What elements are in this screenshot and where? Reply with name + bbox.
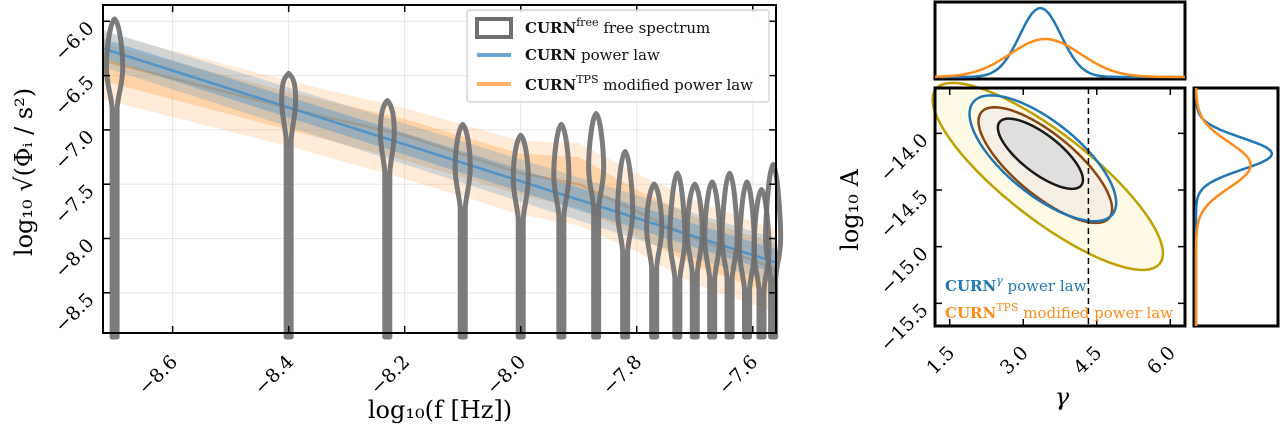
gamma-tick-label: 4.5 — [1069, 342, 1106, 379]
log10A-tick-label: −14.0 — [876, 129, 933, 186]
spectrum-legend: CURNfree free spectrum CURN power law CU… — [466, 9, 770, 103]
log10A-marginal-frame — [1192, 86, 1280, 328]
spectrum-panel: −8.6 −8.4 −8.2 −8.0 −7.8 −7.6 −6.0 −6.5 −7.0 −7.5… — [10, 4, 784, 424]
legend-box — [466, 9, 770, 103]
gamma-axis-label: γ — [1055, 383, 1070, 411]
x-tick-label: −8.6 — [134, 351, 182, 399]
legend-pl-rest: power law — [576, 46, 660, 64]
tps-log10A-marginal-curve — [1194, 87, 1252, 326]
gamma-tick-label: 1.5 — [922, 342, 959, 379]
free-spectrum-violin — [684, 181, 705, 340]
tps-inner-band — [103, 43, 776, 295]
legend-free-bold: CURN — [525, 19, 576, 37]
free-spectrum-violin — [644, 181, 665, 340]
free-spectrum-violin — [452, 121, 473, 340]
y-tick-label: −6.5 — [50, 72, 98, 120]
log10A-tick-label: −15.0 — [876, 243, 933, 300]
posterior-contours — [931, 81, 1165, 326]
pl-outer-band — [103, 29, 776, 285]
free-spectrum-violins — [103, 16, 784, 340]
x-tick-label: −8.0 — [482, 351, 530, 399]
legend-pl-label: CURN power law — [525, 46, 660, 64]
x-tick-label: −8.2 — [366, 351, 414, 399]
log10A-marginal — [1194, 87, 1274, 326]
free-spectrum-violin — [702, 179, 723, 340]
free-spectrum-violin — [279, 70, 299, 340]
free-spectrum-violin — [551, 121, 572, 340]
spectrum-frame — [102, 4, 777, 334]
spectrum-bands — [102, 29, 777, 313]
corner-legend-pl-rest: power law — [1003, 277, 1087, 295]
x-tick-label: −7.8 — [598, 351, 646, 399]
tps-gamma-marginal-curve — [934, 37, 1186, 79]
corner-legend-tps-sup: TPS — [996, 301, 1018, 314]
legend-free-sup: free — [576, 16, 598, 29]
x-tick-label: −7.6 — [714, 351, 762, 399]
corner-legend-tps-bold: CURN — [945, 304, 996, 322]
free-spectrum-violin — [586, 111, 607, 340]
gamma-tick-label: 6.0 — [1143, 342, 1180, 379]
y-tick-label: −8.0 — [50, 234, 98, 282]
free-spectrum-violin — [751, 187, 772, 340]
legend-tps-label: CURNTPS modified power law — [525, 73, 753, 94]
corner-plot: 1.5 3.0 4.5 6.0−14.0−14.5−15.0−15.5 CURNγ p… — [836, 0, 1280, 411]
legend-free-swatch — [475, 17, 513, 39]
corner-legend-tps-rest: modified power law — [1018, 304, 1173, 322]
free-spectrum-violin — [615, 149, 636, 340]
free-spectrum-violin — [763, 162, 784, 340]
legend-tps-bold: CURN — [525, 76, 576, 94]
legend-pl-bold: CURN — [525, 46, 576, 64]
legend-tps-rest: modified power law — [598, 76, 753, 94]
free-spectrum-violin — [719, 170, 740, 340]
y-tick-label: −8.5 — [50, 289, 98, 337]
spectrum-xlabel: log₁₀(f [Hz]) — [368, 396, 512, 424]
corner-legend-pl: CURNγ power law — [945, 274, 1087, 295]
log10A-tick-label: −14.5 — [876, 186, 933, 243]
free-spectrum-violin — [510, 132, 531, 340]
gamma-marginal-frame — [933, 0, 1187, 81]
gamma-tick-label: 3.0 — [996, 342, 1033, 379]
gamma-marginal — [934, 6, 1186, 79]
y-tick-label: −6.0 — [50, 17, 98, 65]
free-spectrum-violin — [667, 170, 688, 340]
log10A-axis-label: log₁₀ A — [836, 168, 864, 250]
corner-legend-tps: CURNTPS modified power law — [945, 301, 1173, 322]
pl-outer-contour — [968, 94, 1118, 223]
corner-legend-pl-bold: CURN — [945, 277, 996, 295]
free-spectrum-violin — [103, 16, 126, 340]
corner-legend-pl-sup: γ — [996, 274, 1003, 287]
x-tick-label: −8.4 — [250, 351, 298, 399]
legend-free-label: CURNfree free spectrum — [525, 16, 710, 37]
free-spectrum-violin — [377, 98, 397, 340]
y-tick-label: −7.0 — [50, 126, 98, 174]
legend-free-rest: free spectrum — [599, 19, 711, 37]
y-tick-label: −7.5 — [50, 180, 98, 228]
contour-frame — [933, 86, 1187, 328]
spectrum-ylabel: log₁₀ √(Φᵢ / s²) — [10, 88, 38, 256]
pl-inner-contour — [996, 117, 1085, 191]
legend-tps-sup: TPS — [576, 73, 598, 86]
log10A-tick-label: −15.5 — [876, 299, 933, 356]
